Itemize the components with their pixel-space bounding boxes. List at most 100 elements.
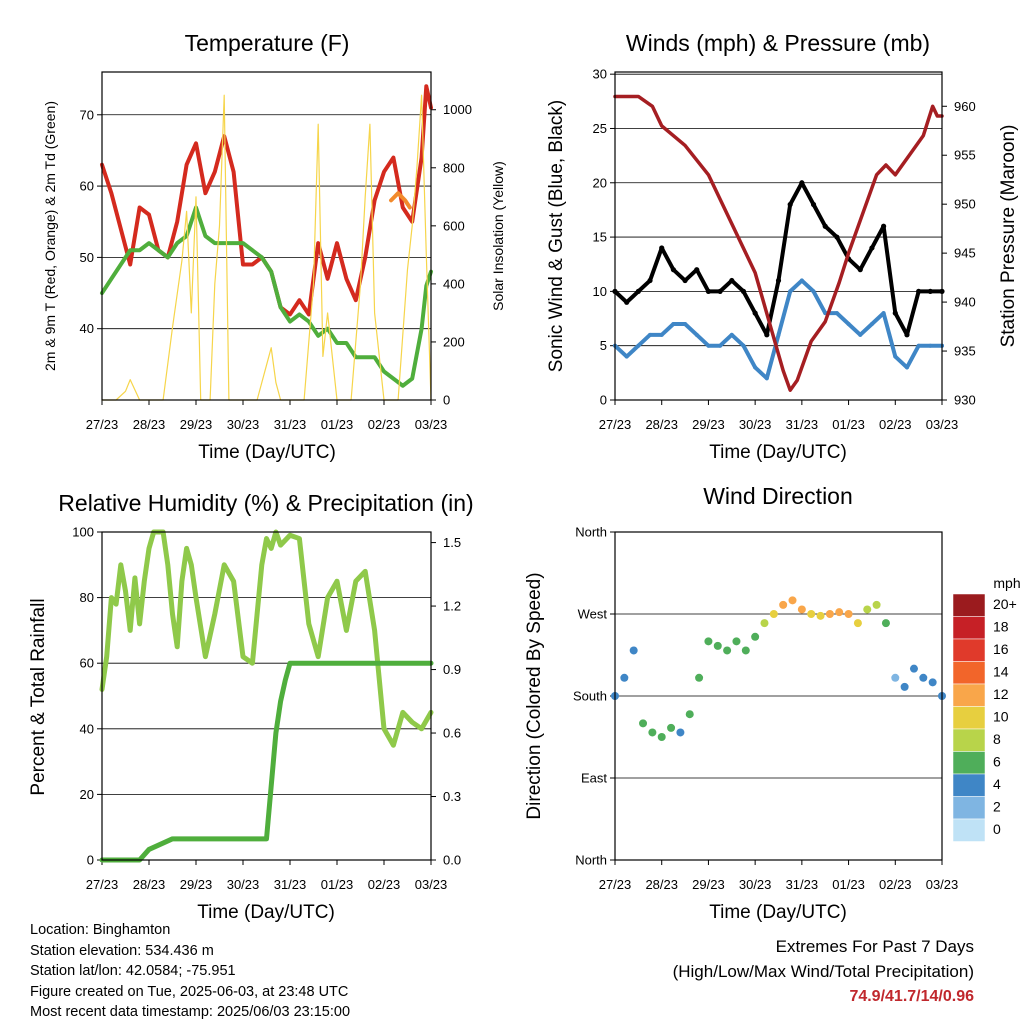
direction-point (863, 605, 872, 614)
data-point (729, 277, 735, 284)
colorbar-swatch (952, 818, 986, 842)
humidity-ylabel-left: Percent & Total Rainfall (28, 598, 49, 795)
data-point (706, 343, 711, 348)
x-tick-label: 29/23 (180, 417, 213, 432)
recent-text: Most recent data timestamp: 2025/06/03 2… (30, 1004, 351, 1021)
direction-point (816, 611, 825, 620)
colorbar-swatch (952, 661, 986, 685)
data-point (648, 332, 653, 337)
y-right-tick-label: 0.3 (443, 789, 461, 804)
plot-frame (101, 71, 432, 401)
data-point (683, 321, 688, 326)
data-point (904, 332, 910, 338)
x-tick-label: 28/23 (133, 417, 166, 432)
data-point (624, 354, 629, 359)
y-tick-label: South (573, 689, 607, 704)
x-tick-label: 27/23 (599, 877, 632, 892)
data-point (810, 201, 817, 208)
direction-xlabel: Time (Day/UTC) (709, 902, 847, 923)
data-point (647, 277, 653, 284)
humidity-plot: 0 20 40 60 80 100 0.0 0.3 0.6 0.9 1.2 1.5 27/23 28/23… (72, 525, 461, 893)
y-tick-label: 5 (600, 338, 607, 353)
latlon-text: Station lat/lon: 42.0584; -75.951 (30, 963, 236, 980)
colorbar-swatch (952, 638, 986, 662)
series-line (100, 205, 433, 388)
direction-point (676, 728, 685, 737)
y-tick-label: 15 (593, 230, 607, 245)
x-tick-label: 03/23 (926, 877, 959, 892)
x-tick-label: 01/23 (321, 877, 354, 892)
direction-point (685, 710, 694, 719)
extremes-subtitle: (High/Low/Max Wind/Total Precipitation) (672, 962, 974, 981)
x-tick-label: 02/23 (368, 877, 401, 892)
winds-panel: Winds (mph) & Pressure (mb) Time (Day/UT… (546, 30, 1019, 463)
data-point (916, 288, 922, 294)
y-right-tick-label: 1.5 (443, 535, 461, 550)
x-tick-label: 03/23 (926, 417, 959, 432)
x-tick-label: 02/23 (879, 417, 912, 432)
data-point (834, 311, 839, 316)
data-point (659, 332, 664, 337)
colorbar-swatch (952, 616, 986, 640)
x-tick-label: 02/23 (368, 417, 401, 432)
y-tick-label: East (581, 771, 607, 786)
y-tick-label: West (578, 607, 608, 622)
colorbar-label: 16 (993, 641, 1009, 657)
data-point (927, 288, 933, 294)
data-point (916, 343, 921, 348)
direction-point (825, 610, 834, 618)
humidity-title: Relative Humidity (%) & Precipitation (i… (58, 490, 473, 516)
direction-point (797, 605, 806, 614)
direction-point (928, 678, 937, 687)
direction-point (844, 610, 853, 618)
data-point (635, 288, 641, 294)
winds-xlabel: Time (Day/UTC) (709, 442, 847, 463)
data-point (764, 376, 769, 381)
x-tick-label: 02/23 (879, 877, 912, 892)
colorbar-label: 4 (993, 776, 1001, 792)
direction-point (760, 619, 769, 628)
colorbar-swatch (952, 773, 986, 797)
y-tick-label: North (575, 853, 607, 868)
extremes-title: Extremes For Past 7 Days (775, 937, 974, 956)
direction-point (695, 673, 704, 682)
colorbar-label: 14 (993, 664, 1009, 680)
data-point (764, 332, 770, 338)
data-point (788, 289, 793, 294)
series-line (99, 529, 434, 748)
direction-point (648, 728, 657, 737)
y-right-tick-label: 950 (954, 197, 976, 212)
colorbar-label: 6 (993, 754, 1001, 770)
winds-ylabel-left: Sonic Wind & Gust (Blue, Black) (546, 100, 567, 372)
colorbar-label: 0 (993, 821, 1001, 837)
y-tick-label: 100 (72, 525, 94, 540)
data-point (670, 267, 676, 273)
direction-point (853, 619, 862, 628)
x-tick-label: 01/23 (321, 417, 354, 432)
elevation-text: Station elevation: 534.436 m (30, 942, 214, 959)
direction-point (779, 600, 788, 609)
data-point (741, 343, 746, 348)
temperature-panel: Temperature (F) Time (Day/UTC) 2m & 9m T… (42, 30, 506, 463)
temperature-xlabel: Time (Day/UTC) (198, 442, 336, 463)
data-point (822, 223, 828, 229)
data-point (893, 354, 898, 359)
direction-point (881, 619, 890, 628)
y-tick-label: 60 (80, 179, 94, 194)
data-point (740, 288, 747, 294)
x-tick-label: 29/23 (180, 877, 213, 892)
direction-point (723, 646, 732, 655)
data-point (752, 310, 758, 316)
temperature-ylabel-right: Solar Insolation (Yellow) (490, 161, 506, 311)
x-tick-label: 30/23 (739, 417, 772, 432)
x-tick-label: 03/23 (415, 877, 448, 892)
y-right-tick-label: 960 (954, 99, 976, 114)
x-tick-label: 01/23 (832, 417, 865, 432)
x-tick-label: 30/23 (739, 877, 772, 892)
y-right-tick-label: 1000 (443, 102, 472, 117)
data-point (694, 332, 699, 337)
y-right-tick-label: 600 (443, 218, 465, 233)
colorbar-swatch (952, 683, 986, 707)
data-point (659, 245, 665, 251)
data-point (799, 278, 804, 283)
